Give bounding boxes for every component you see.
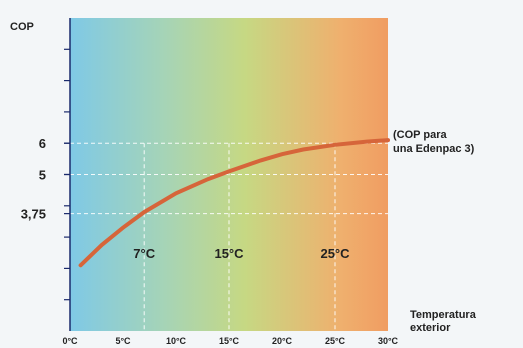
x-tick-label: 25°C [325, 336, 346, 346]
y-axis-label: COP [10, 21, 34, 33]
y-tick-label: 5 [39, 168, 46, 183]
x-tick-labels: 0°C 5°C 10°C 15°C 20°C 25°C 30°C [62, 336, 398, 346]
marker-labels: 7°C 15°C 25°C [133, 246, 350, 261]
cop-series-line [78, 138, 390, 268]
x-tick-label: 30°C [378, 336, 399, 346]
y-tick-labels: 3,75 5 6 [21, 136, 46, 221]
x-axis-label-line-1: Temperatura [410, 309, 477, 321]
grid [70, 142, 388, 215]
x-tick-label: 15°C [219, 336, 240, 346]
x-tick-label: 0°C [62, 336, 78, 346]
x-tick-label: 10°C [166, 336, 187, 346]
x-tick-label: 20°C [272, 336, 293, 346]
marker-label: 7°C [133, 246, 155, 261]
annotation-line-1: (COP para [393, 129, 447, 141]
y-axis-ticks [64, 48, 70, 301]
marker-label: 15°C [214, 246, 244, 261]
temperature-markers [143, 143, 336, 331]
x-tick-label: 5°C [115, 336, 131, 346]
marker-label: 25°C [320, 246, 350, 261]
y-tick-label: 3,75 [21, 207, 46, 222]
x-axis-label-line-2: exterior [410, 322, 451, 334]
y-tick-label: 6 [39, 136, 46, 151]
x-axis-label: Temperatura exterior [410, 309, 479, 334]
annotation-line-2: una Edenpac 3) [393, 143, 475, 155]
